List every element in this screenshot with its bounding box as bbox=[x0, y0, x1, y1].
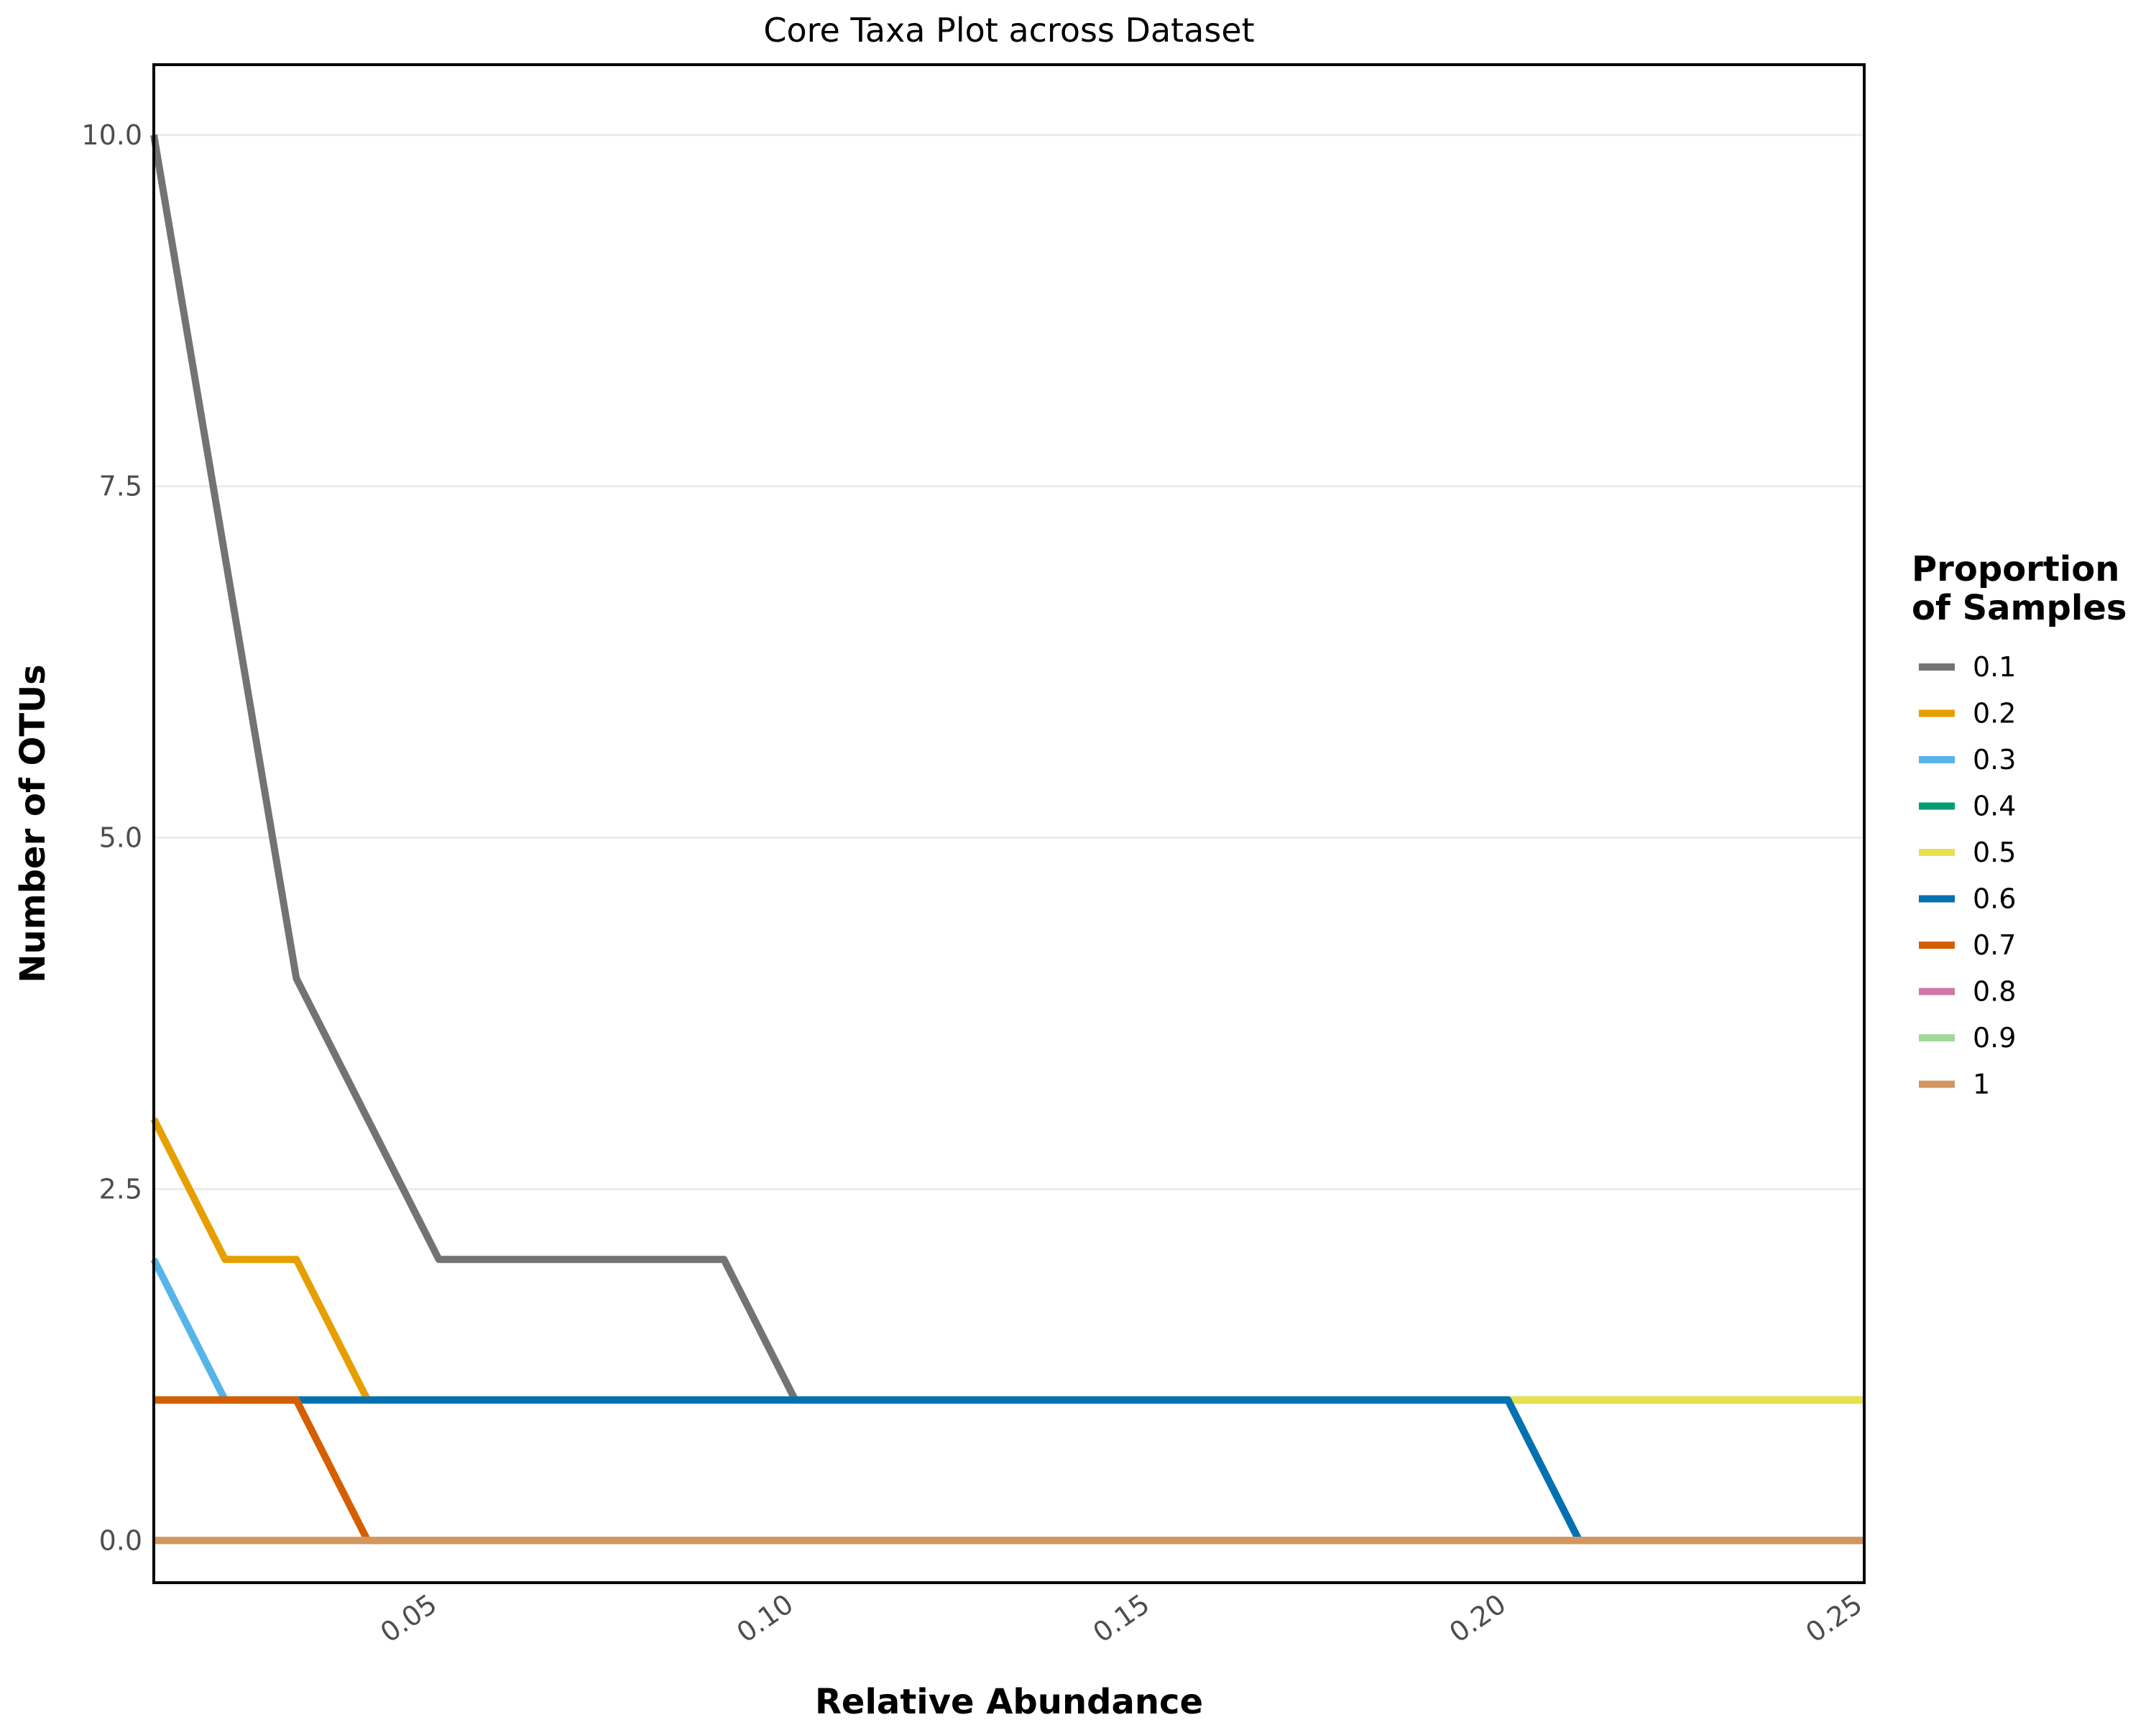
legend-label: 0.4 bbox=[1973, 791, 2016, 822]
legend-label: 0.8 bbox=[1973, 976, 2016, 1008]
legend-label: 0.6 bbox=[1973, 883, 2016, 915]
y-tick-label: 0.0 bbox=[99, 1524, 142, 1556]
y-tick-label: 7.5 bbox=[99, 471, 142, 502]
legend-label: 1 bbox=[1973, 1069, 1990, 1100]
plot-panel-border bbox=[152, 63, 1866, 1584]
legend-items: 0.1 0.2 0.3 0.4 0.5 0.6 0.7 0.8 0.9 1 bbox=[1919, 651, 2016, 1100]
x-axis-title: Relative Abundance bbox=[815, 1682, 1203, 1722]
legend-label: 0.5 bbox=[1973, 837, 2016, 868]
chart-title: Core Taxa Plot across Dataset bbox=[763, 11, 1254, 50]
y-tick-label: 2.5 bbox=[99, 1173, 142, 1205]
series-lines bbox=[150, 134, 1864, 1545]
legend-label: 0.3 bbox=[1973, 744, 2016, 776]
y-axis-title: Number of OTUs bbox=[13, 664, 53, 983]
legend-title-line-2: of Samples bbox=[1912, 588, 2127, 628]
legend: Proportion of Samples 0.1 0.2 0.3 0.4 0.5 0.6… bbox=[1912, 549, 2127, 1100]
legend-label: 0.9 bbox=[1973, 1022, 2016, 1054]
legend-title-line-1: Proportion bbox=[1912, 549, 2119, 589]
y-tick-label: 10.0 bbox=[81, 119, 142, 151]
legend-label: 0.2 bbox=[1973, 698, 2016, 730]
legend-label: 0.1 bbox=[1973, 651, 2016, 683]
y-tick-label: 5.0 bbox=[99, 822, 142, 854]
y-axis-ticks: 0.0 2.5 5.0 7.5 10.0 bbox=[81, 119, 142, 1557]
legend-label: 0.7 bbox=[1973, 929, 2016, 961]
